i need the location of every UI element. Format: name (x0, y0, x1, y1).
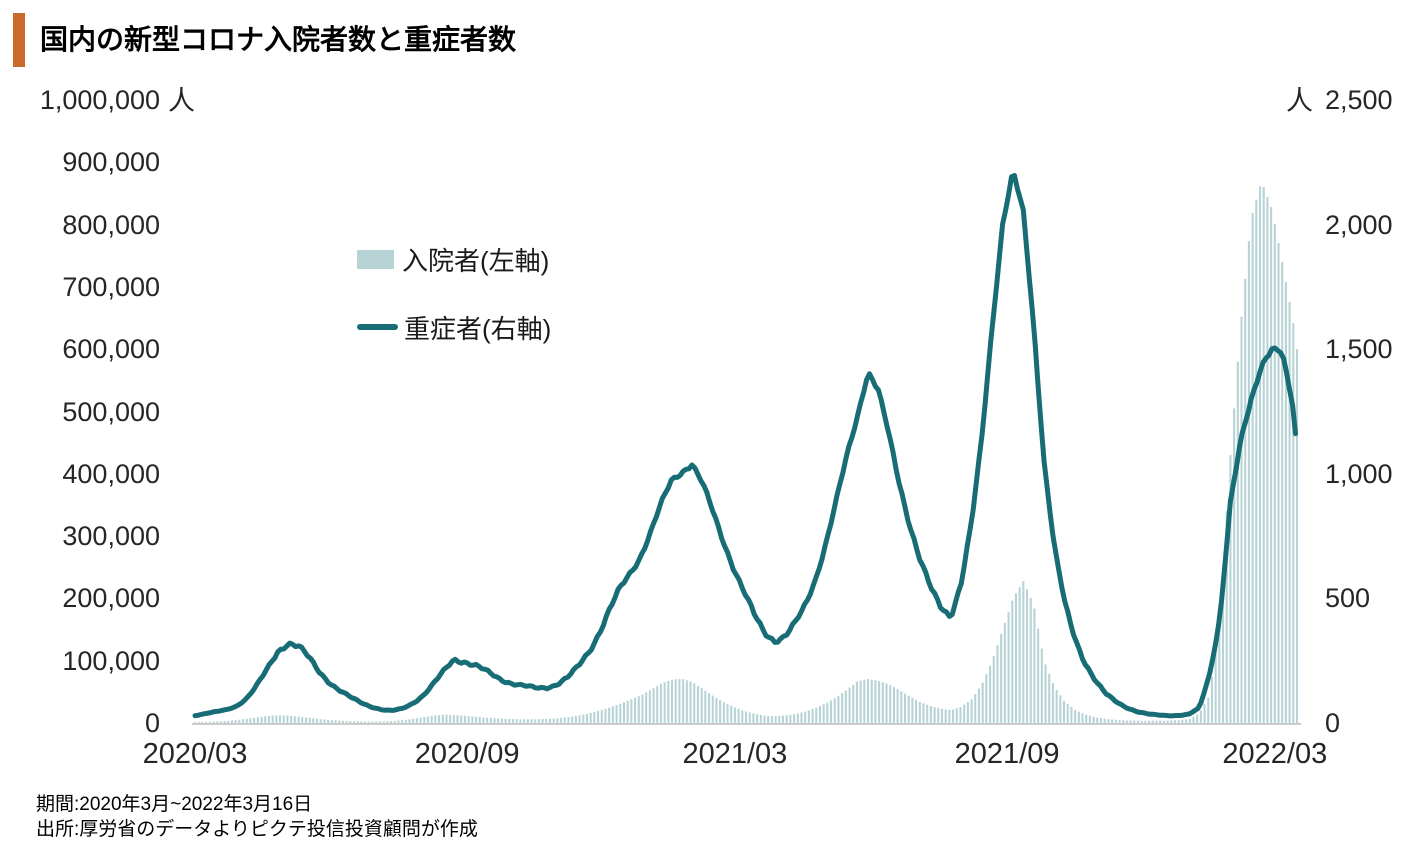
left-axis-tick: 700,000 (62, 271, 160, 302)
legend-line-swatch (357, 324, 398, 330)
hospitalized-bars-series (193, 186, 1299, 723)
x-axis-label: 2021/09 (954, 738, 1060, 770)
left-axis-tick: 400,000 (62, 458, 160, 489)
legend-item-label: 入院者(左軸) (402, 245, 550, 276)
left-axis-tick: 0 (144, 708, 160, 738)
legend-item-severe: 重症者(右軸) (357, 308, 551, 346)
footer-source: 出所:厚労省のデータよりピクテ投信投資顧問が作成 (36, 819, 478, 840)
left-axis-tick: 1,000,000 (39, 85, 160, 115)
left-axis-tick: 100,000 (62, 645, 160, 676)
right-axis-tick: 1,000 (1325, 458, 1393, 489)
legend-item-hospitalized: 入院者(左軸) (357, 240, 549, 278)
title-accent-bar (13, 13, 25, 67)
legend-item-label: 重症者(右軸) (404, 313, 552, 344)
left-axis-tick: 800,000 (62, 209, 160, 240)
x-axis-label: 2020/03 (142, 738, 248, 770)
chart-title: 国内の新型コロナ入院者数と重症者数 (40, 24, 517, 55)
right-axis-tick: 500 (1325, 583, 1371, 614)
severe-line-series (192, 173, 1298, 719)
legend-bar-swatch (357, 249, 394, 269)
right-axis-tick: 1,500 (1325, 334, 1393, 365)
right-axis-unit-label: 人 (1286, 86, 1313, 116)
x-axis-label: 2021/03 (682, 738, 788, 770)
footer-period: 期間:2020年3月~2022年3月16日 (36, 794, 313, 815)
right-axis-tick: 2,500 (1325, 85, 1393, 115)
right-axis-tick: 0 (1325, 708, 1341, 738)
x-axis-label: 2022/03 (1222, 738, 1328, 770)
left-axis-tick: 900,000 (62, 147, 160, 178)
left-axis-tick: 200,000 (62, 583, 160, 614)
left-axis-unit-label: 人 (168, 86, 195, 116)
right-axis-tick: 2,000 (1325, 209, 1393, 240)
left-axis-tick: 300,000 (62, 521, 160, 552)
left-axis-tick: 500,000 (62, 396, 160, 427)
x-axis-label: 2020/09 (414, 738, 520, 770)
left-axis-tick: 600,000 (62, 334, 160, 365)
